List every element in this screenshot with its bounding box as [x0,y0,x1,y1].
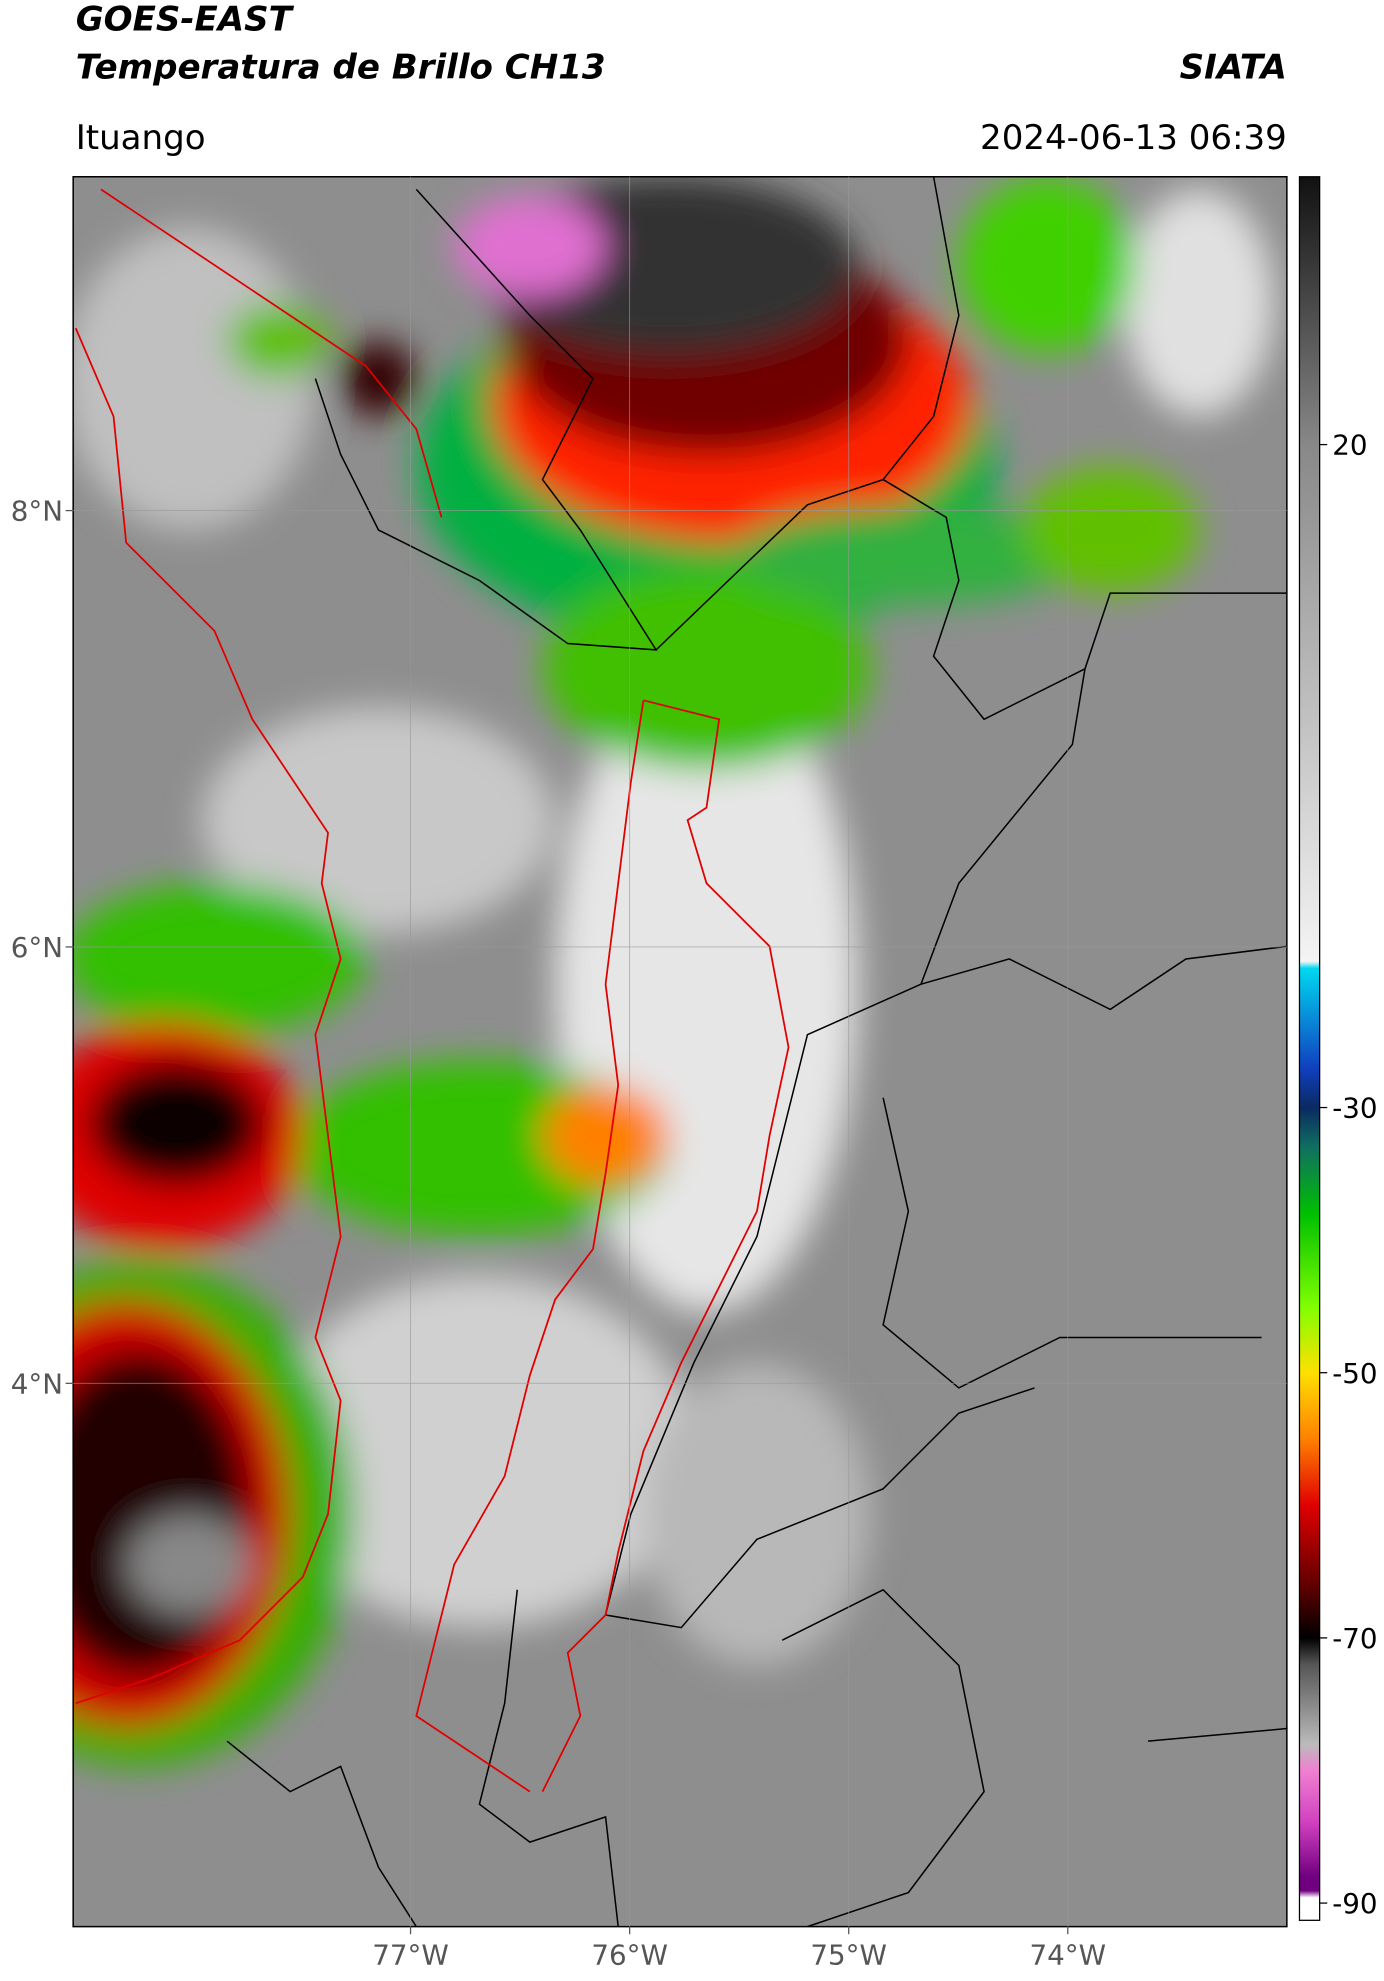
colorbar-tick-label: 20 [1332,429,1367,462]
satellite-image [73,176,1287,1927]
location: Ituango [76,118,206,158]
x-tick-label: 77°W [372,1938,449,1971]
x-tick-label: 76°W [591,1938,668,1971]
x-tick-label: 74°W [1029,1938,1106,1971]
datetime: 2024-06-13 06:39 [980,118,1287,158]
title: GOES-EAST [76,0,295,39]
colorbar [1298,176,1321,1921]
subtitle: Temperatura de Brillo CH13 [76,47,606,87]
source: SIATA [1180,47,1287,87]
colorbar-tick-label: -70 [1332,1622,1377,1655]
colorbar-tick-label: -90 [1332,1887,1377,1920]
y-tick-label: 4°N [11,1367,63,1400]
colorbar-tick-label: -50 [1332,1357,1377,1390]
y-tick-label: 6°N [11,931,63,964]
map-frame [72,175,1288,1928]
y-tick-label: 8°N [11,495,63,528]
x-tick-label: 75°W [810,1938,887,1971]
colorbar-tick-label: -30 [1332,1092,1377,1125]
graticule [73,176,1287,1927]
